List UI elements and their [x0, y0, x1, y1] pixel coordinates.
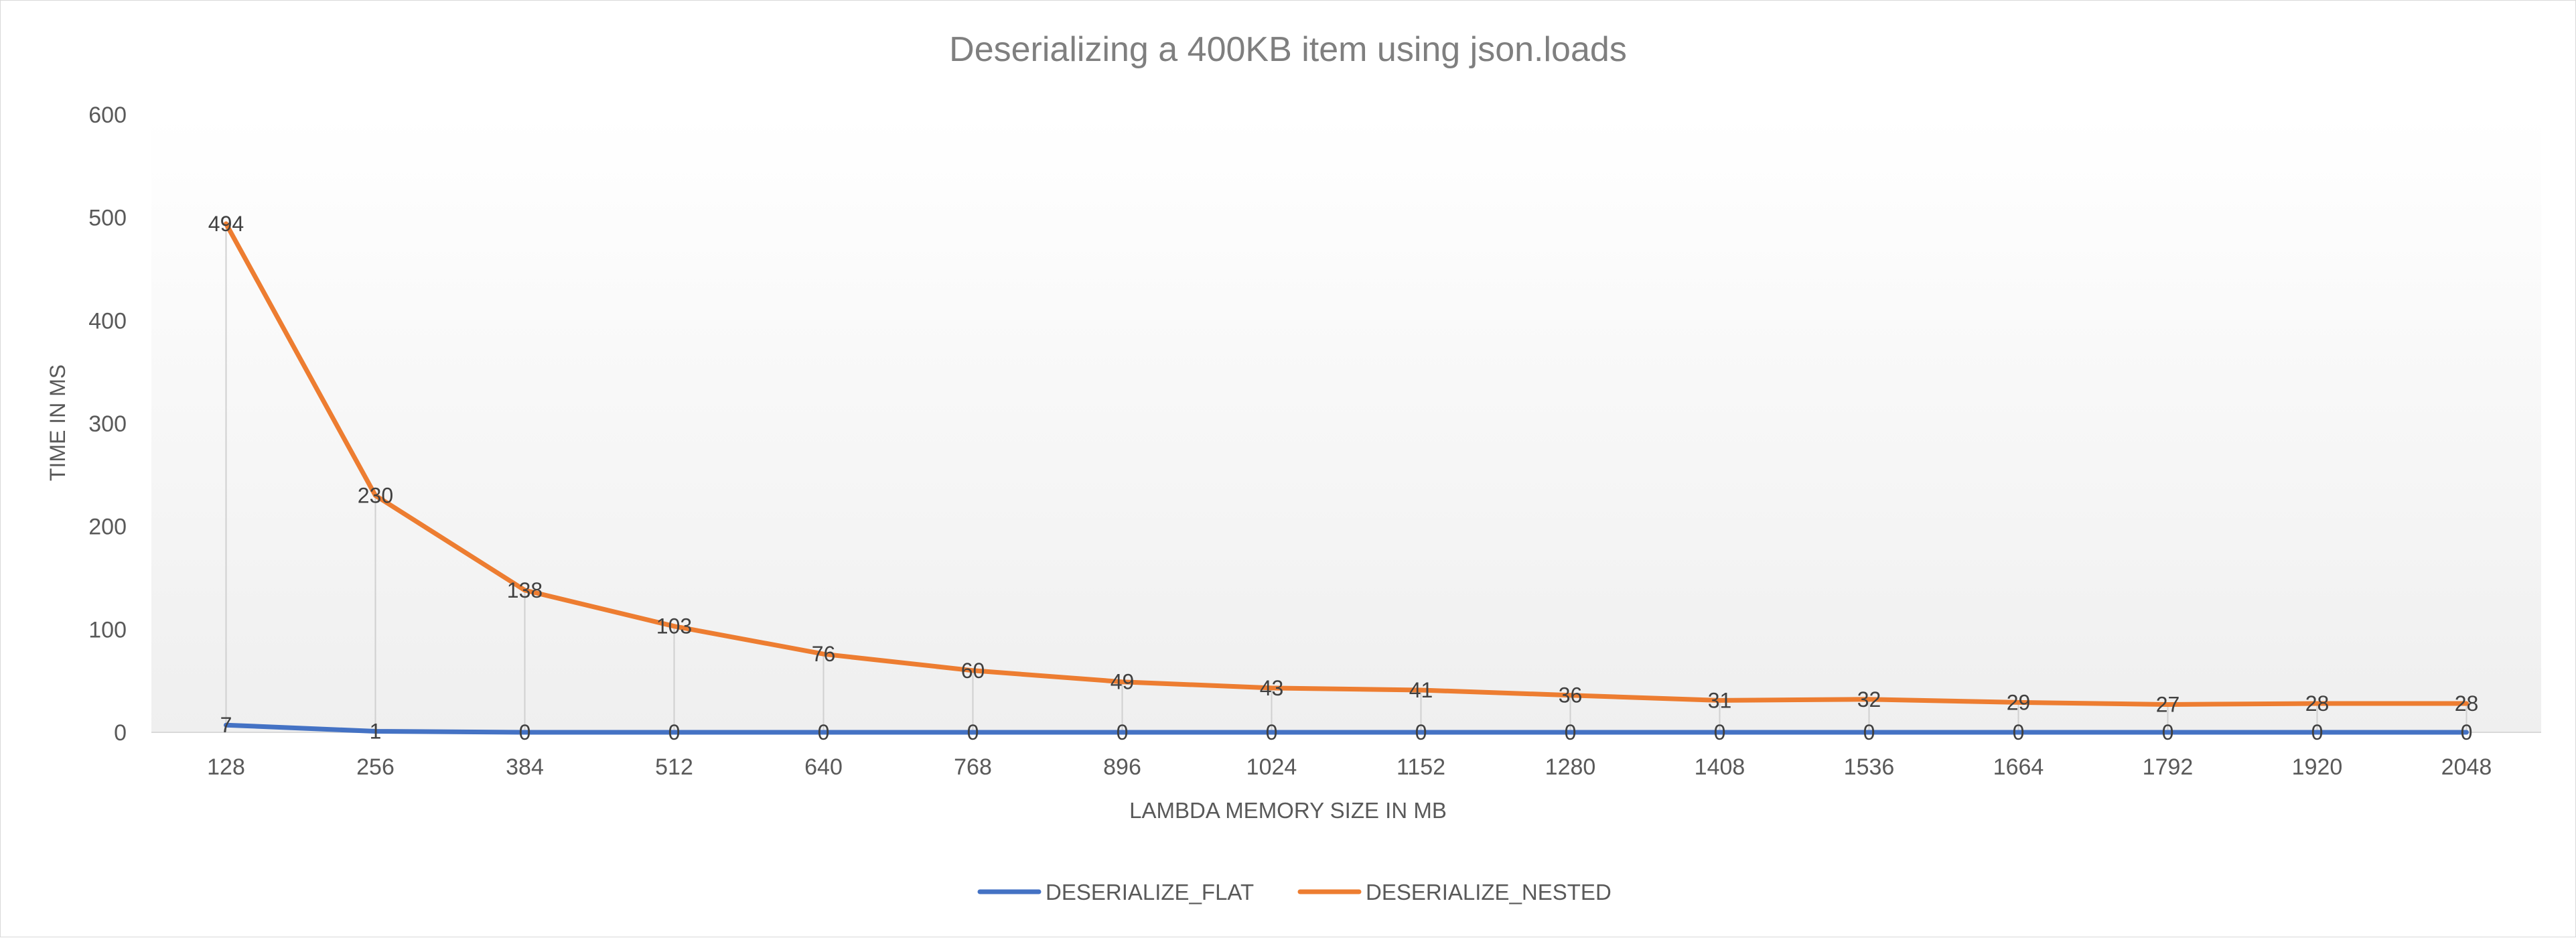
data-label: 0: [2311, 720, 2323, 744]
data-label: 60: [961, 659, 985, 683]
chart-title: Deserializing a 400KB item using json.lo…: [949, 30, 1627, 69]
data-label: 230: [358, 484, 393, 508]
series-lines: [224, 221, 2469, 735]
data-label: 27: [2156, 693, 2180, 717]
data-label: 43: [1260, 676, 1284, 700]
x-tick-label: 1152: [1397, 754, 1445, 780]
data-label: 0: [1565, 720, 1577, 744]
x-tick-label: 1920: [2292, 754, 2343, 780]
data-label: 76: [812, 642, 836, 666]
x-tick-label: 1280: [1545, 754, 1596, 780]
data-label: 41: [1409, 678, 1433, 702]
x-axis-title: LAMBDA MEMORY SIZE IN MB: [1129, 798, 1447, 823]
x-tick-label: 128: [207, 754, 245, 780]
x-tick-label: 1536: [1844, 754, 1895, 780]
data-label: 0: [2461, 720, 2473, 744]
legend: DESERIALIZE_FLAT DESERIALIZE_NESTED: [977, 880, 1612, 904]
data-label: 0: [668, 720, 681, 744]
x-tick-label: 768: [954, 754, 992, 780]
data-label: 29: [2007, 690, 2031, 714]
legend-label: DESERIALIZE_FLAT: [1046, 880, 1254, 904]
x-tick-label: 1408: [1695, 754, 1745, 780]
data-label: 0: [1266, 720, 1278, 744]
x-tick-label: 1664: [1993, 754, 2044, 780]
y-tick-label: 100: [88, 617, 127, 643]
x-tick-label: 1792: [2143, 754, 2194, 780]
data-label: 0: [1117, 720, 1129, 744]
x-tick-label: 384: [506, 754, 544, 780]
y-tick-label: 0: [114, 720, 127, 746]
x-tick-label: 640: [804, 754, 843, 780]
plot-background: [151, 115, 2541, 732]
x-tick-label: 896: [1103, 754, 1141, 780]
legend-label: DESERIALIZE_NESTED: [1366, 880, 1612, 904]
drop-lines: [225, 223, 2467, 732]
data-label: 138: [507, 578, 543, 602]
series-line-0: [224, 722, 2469, 735]
x-tick-label: 256: [356, 754, 395, 780]
data-label: 32: [1857, 687, 1881, 712]
data-label: 36: [1559, 683, 1583, 708]
data-label: 28: [2305, 691, 2330, 716]
data-label: 103: [656, 614, 692, 639]
data-label: 7: [220, 713, 232, 737]
data-label: 0: [1863, 720, 1875, 744]
data-label: 28: [2455, 691, 2479, 716]
y-tick-label: 200: [88, 515, 127, 540]
data-label: 0: [2162, 720, 2174, 744]
x-tick-label: 1024: [1246, 754, 1297, 780]
data-label: 31: [1708, 688, 1732, 712]
data-label: 0: [2013, 720, 2025, 744]
data-label: 49: [1111, 670, 1135, 694]
y-axis-ticks: 0 100 200 300 400 500 600: [88, 103, 127, 746]
y-tick-label: 500: [88, 206, 127, 231]
y-tick-label: 600: [88, 103, 127, 128]
x-axis-ticks: 128 256 384 512 640 768 896 1024 1152 1280 1408 153…: [207, 754, 2492, 780]
x-tick-label: 512: [655, 754, 693, 780]
x-tick-label: 2048: [2441, 754, 2492, 780]
series-line-1: [224, 221, 2469, 707]
data-label: 0: [519, 720, 531, 744]
data-label: 0: [818, 720, 830, 744]
data-label: 1: [370, 719, 382, 743]
y-tick-label: 300: [88, 411, 127, 437]
y-axis-title: TIME IN MS: [46, 364, 70, 481]
data-label: 494: [208, 212, 244, 236]
y-tick-label: 400: [88, 308, 127, 334]
data-labels: 7 1 0 0 0 0 0 0 0 0 0 0 0 0 0 0 494 230 138 103 76 60 49 43 41 36…: [208, 212, 2478, 744]
data-label: 0: [1714, 720, 1726, 744]
data-label: 0: [1415, 720, 1427, 744]
data-label: 0: [967, 720, 979, 744]
